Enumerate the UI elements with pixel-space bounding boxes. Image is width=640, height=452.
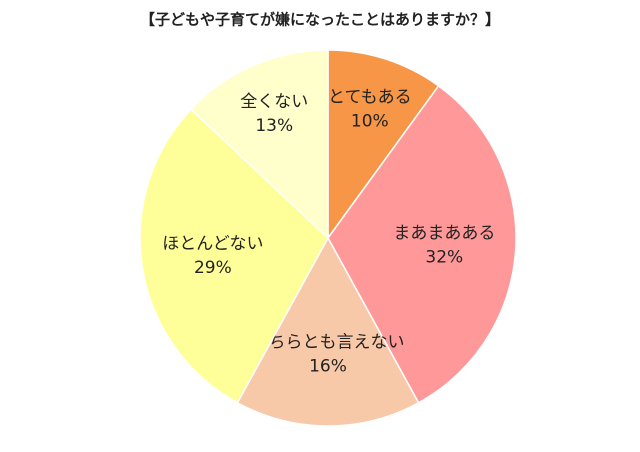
pie-slice [327,49,440,241]
slice-label: ほとんどない [162,234,263,254]
slice-value-label: 13% [255,116,293,136]
pie-slice [236,236,420,427]
slice-value-label: 32% [425,247,463,267]
pie-slice [139,108,329,404]
pie-slice [327,84,517,404]
slice-value-label: 16% [309,357,347,377]
slice-label: まあまあある [393,223,495,243]
slice-value-label: 29% [194,258,232,278]
slice-value-label: 10% [351,111,389,131]
pie-slice [189,49,329,240]
slice-label: 全くない [240,92,308,112]
chart-title: 【子どもや子育てが嫌になったことはありますか？】 [140,11,500,29]
slice-label: とてもある [328,87,412,107]
slice-label: どちらとも言えない [252,333,405,353]
